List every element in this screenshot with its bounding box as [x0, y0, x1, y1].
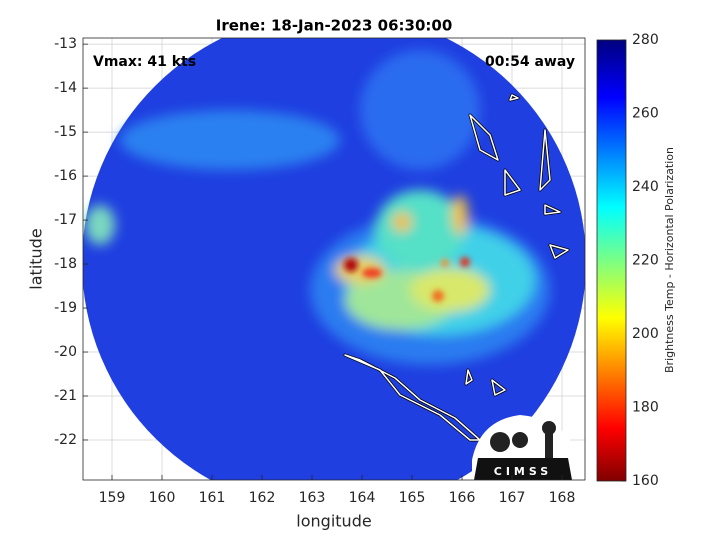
y-tick-label: -17: [54, 212, 77, 228]
colorbar-tick-label: 280: [632, 32, 659, 48]
y-axis-label: latitude: [27, 228, 46, 289]
x-tick-label: 163: [299, 490, 326, 506]
colorbar: [596, 39, 627, 482]
colorbar-tick-label: 200: [632, 326, 659, 342]
axes-box: [82, 37, 586, 481]
y-tick-label: -20: [54, 344, 77, 360]
x-tick-label: 161: [199, 490, 226, 506]
x-tick-label: 166: [449, 490, 476, 506]
colorbar-label: Brightness Temp - Horizontal Polarizatio…: [663, 147, 676, 373]
y-tick-label: -15: [54, 124, 77, 140]
colorbar-tick-label: 180: [632, 400, 659, 416]
x-tick-label: 160: [149, 490, 176, 506]
colorbar-tick-label: 160: [632, 473, 659, 489]
y-tick-label: -22: [54, 432, 77, 448]
y-tick-label: -21: [54, 388, 77, 404]
x-tick-label: 164: [349, 490, 376, 506]
y-tick-label: -19: [54, 300, 77, 316]
x-tick-label: 167: [499, 490, 526, 506]
imagery: CIMSS: [83, 38, 585, 480]
x-tick-label: 168: [549, 490, 576, 506]
colorbar-tick-label: 240: [632, 179, 659, 195]
annotation: Vmax: 41 kts: [93, 54, 196, 70]
chart-title: Irene: 18-Jan-2023 06:30:00: [216, 17, 453, 35]
x-tick-label: 159: [99, 490, 126, 506]
x-axis-label: longitude: [296, 512, 371, 531]
annotation: 00:54 away: [485, 54, 575, 70]
y-tick-label: -13: [54, 36, 77, 52]
colorbar-tick-label: 220: [632, 253, 659, 269]
logo-text: CIMSS: [494, 465, 552, 478]
logo: CIMSS: [472, 415, 572, 480]
y-tick-label: -14: [54, 80, 77, 96]
colorbar-tick-label: 260: [632, 106, 659, 122]
x-tick-label: 162: [249, 490, 276, 506]
y-tick-label: -16: [54, 168, 77, 184]
y-tick-label: -18: [54, 256, 77, 272]
x-tick-label: 165: [399, 490, 426, 506]
